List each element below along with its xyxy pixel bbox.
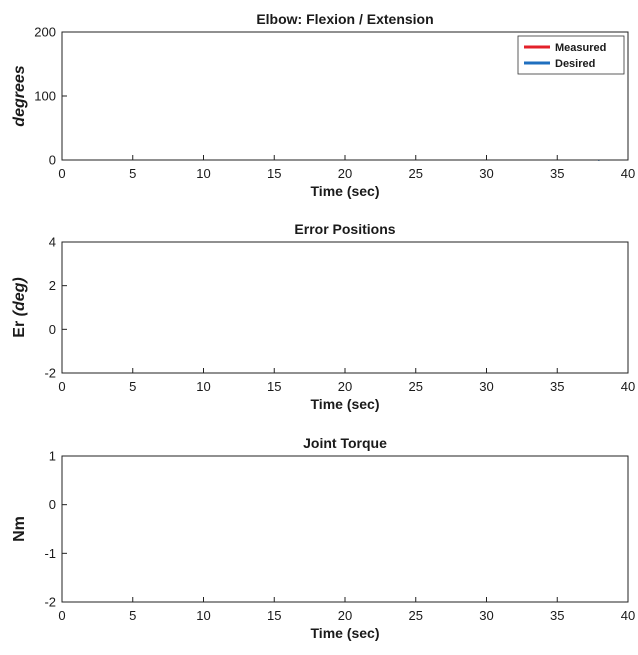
x-tick-label: 0 bbox=[58, 608, 65, 623]
x-tick-label: 15 bbox=[267, 166, 281, 181]
x-tick-label: 35 bbox=[550, 166, 564, 181]
chart-title: Elbow: Flexion / Extension bbox=[256, 11, 433, 27]
x-tick-label: 40 bbox=[621, 608, 635, 623]
y-tick-label: -2 bbox=[44, 595, 56, 610]
y-tick-label: 1 bbox=[49, 449, 56, 464]
x-axis-label: Time (sec) bbox=[311, 396, 380, 412]
legend-entry-desired: Desired bbox=[555, 58, 595, 70]
x-tick-label: 10 bbox=[196, 166, 210, 181]
x-tick-label: 25 bbox=[409, 608, 423, 623]
y-axis-label: Er (deg) bbox=[11, 277, 28, 337]
legend: Measured Desired bbox=[517, 35, 625, 75]
y-tick-label: -2 bbox=[44, 366, 56, 381]
y-tick-label: 100 bbox=[34, 89, 56, 104]
axes-frame bbox=[61, 455, 629, 603]
x-tick-label: 10 bbox=[196, 379, 210, 394]
y-tick-label: 0 bbox=[49, 153, 56, 168]
x-tick-label: 15 bbox=[267, 379, 281, 394]
y-axis-label: degrees bbox=[11, 65, 28, 126]
x-tick-label: 40 bbox=[621, 379, 635, 394]
x-tick-label: 30 bbox=[479, 166, 493, 181]
x-tick-label: 5 bbox=[129, 166, 136, 181]
x-tick-label: 15 bbox=[267, 608, 281, 623]
chart-panel-1: 0 5 10 15 20 25 30 35 40 0 100 200 Elbow: Flexion / … bbox=[11, 11, 635, 199]
y-tick-label: 200 bbox=[34, 25, 56, 40]
y-tick-label: 4 bbox=[49, 235, 56, 250]
x-tick-label: 10 bbox=[196, 608, 210, 623]
x-axis-label: Time (sec) bbox=[311, 183, 380, 199]
x-tick-label: 25 bbox=[409, 166, 423, 181]
x-tick-label: 35 bbox=[550, 608, 564, 623]
x-tick-label: 20 bbox=[338, 166, 352, 181]
axes-frame bbox=[61, 241, 629, 374]
x-tick-label: 5 bbox=[129, 379, 136, 394]
chart-panel-3: 0 5 10 15 20 25 30 35 40 -2 -1 0 1 Joint Torque Time (… bbox=[11, 435, 635, 641]
x-tick-label: 30 bbox=[479, 608, 493, 623]
y-axis-label: Nm bbox=[11, 516, 28, 542]
legend-box bbox=[517, 35, 625, 75]
y-tick-label: 2 bbox=[49, 278, 56, 293]
x-tick-label: 0 bbox=[58, 166, 65, 181]
x-axis-label: Time (sec) bbox=[311, 625, 380, 641]
legend-entry-measured: Measured bbox=[555, 42, 606, 54]
y-tick-label: 0 bbox=[49, 322, 56, 337]
x-tick-label: 20 bbox=[338, 608, 352, 623]
chart-title: Error Positions bbox=[294, 221, 395, 237]
x-tick-label: 0 bbox=[58, 379, 65, 394]
x-tick-label: 30 bbox=[479, 379, 493, 394]
x-tick-label: 35 bbox=[550, 379, 564, 394]
x-tick-label: 20 bbox=[338, 379, 352, 394]
x-tick-label: 25 bbox=[409, 379, 423, 394]
x-tick-label: 5 bbox=[129, 608, 136, 623]
y-tick-label: -1 bbox=[44, 546, 56, 561]
y-tick-label: 0 bbox=[49, 497, 56, 512]
x-tick-label: 40 bbox=[621, 166, 635, 181]
chart-title: Joint Torque bbox=[303, 435, 387, 451]
